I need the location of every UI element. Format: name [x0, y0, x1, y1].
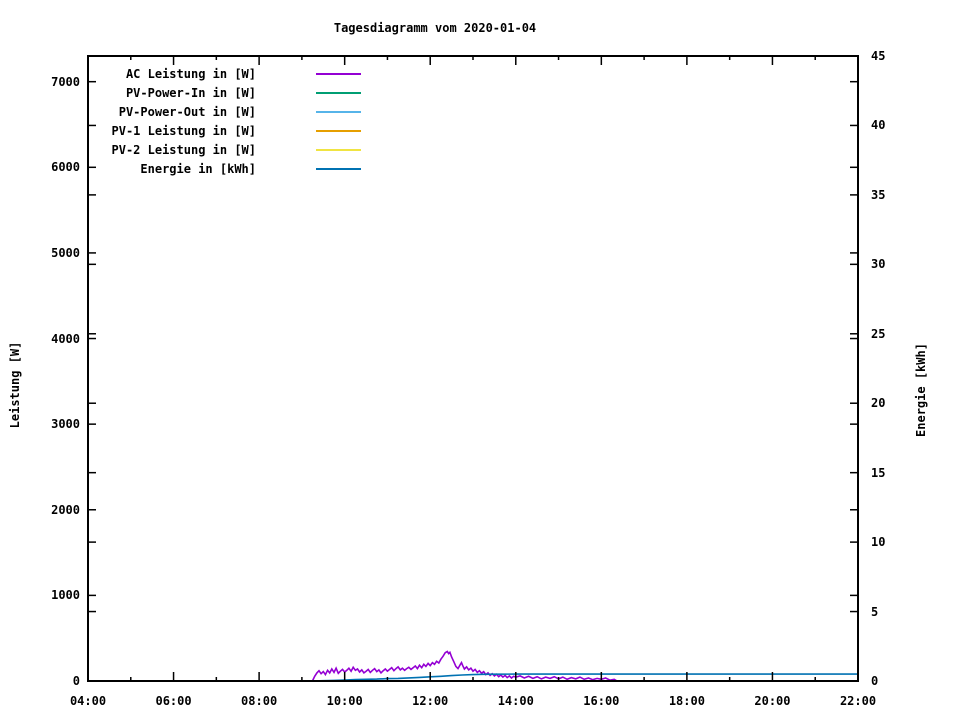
y-right-tick-label: 30 — [871, 257, 886, 272]
y-right-tick-label: 15 — [871, 465, 886, 480]
legend-label: PV-Power-Out in [W] — [118, 105, 256, 119]
x-tick-label: 10:00 — [326, 694, 363, 708]
x-tick-label: 08:00 — [241, 694, 278, 708]
x-tick-label: 16:00 — [583, 694, 620, 708]
y-left-tick-label: 7000 — [51, 74, 80, 89]
y-right-tick-label: 20 — [871, 396, 886, 411]
x-tick-label: 14:00 — [497, 694, 534, 708]
legend-row: Energie in [kWh] — [0, 162, 960, 183]
y-right-tick-label: 5 — [871, 604, 879, 619]
y-right-tick-label: 45 — [871, 49, 886, 63]
y-left-tick-label: 6000 — [51, 160, 80, 175]
y-right-tick-label: 0 — [871, 674, 879, 688]
legend-row: PV-1 Leistung in [W] — [0, 124, 960, 145]
y-right-tick-label: 35 — [871, 187, 886, 202]
y-left-tick-label: 5000 — [51, 245, 80, 260]
y-left-tick-label: 4000 — [51, 331, 80, 346]
legend-line-swatch — [316, 111, 361, 113]
y-left-tick-label: 2000 — [51, 502, 80, 517]
y-left-tick-label: 1000 — [51, 588, 80, 603]
legend-line-swatch — [316, 149, 361, 151]
x-tick-label: 20:00 — [754, 694, 791, 708]
legend-line-swatch — [316, 168, 361, 170]
legend-label: PV-1 Leistung in [W] — [111, 124, 257, 138]
legend-row: PV-Power-In in [W] — [0, 86, 960, 107]
legend-label: PV-Power-In in [W] — [125, 86, 256, 100]
y-left-tick-label: 3000 — [51, 417, 80, 432]
y-right-tick-label: 40 — [871, 118, 886, 133]
x-tick-label: 06:00 — [155, 694, 192, 708]
series-line — [311, 650, 617, 682]
legend-row: AC Leistung in [W] — [0, 67, 960, 88]
x-tick-label: 18:00 — [668, 694, 705, 708]
legend-line-swatch — [316, 130, 361, 132]
legend-row: PV-Power-Out in [W] — [0, 105, 960, 126]
legend-label: Energie in [kWh] — [140, 162, 256, 176]
y-left-tick-label: 0 — [72, 674, 80, 688]
x-tick-label: 04:00 — [69, 694, 107, 708]
legend-line-swatch — [316, 73, 361, 75]
y-axis-label-left: Leistung [W] — [8, 341, 22, 429]
chart-title: Tagesdiagramm vom 2020-01-04 — [333, 21, 537, 35]
series-line — [312, 673, 858, 682]
legend-label: AC Leistung in [W] — [125, 67, 256, 81]
y-right-tick-label: 25 — [871, 326, 886, 341]
y-right-tick-label: 10 — [871, 535, 886, 550]
legend-row: PV-2 Leistung in [W] — [0, 143, 960, 164]
x-tick-label: 12:00 — [412, 694, 449, 708]
legend-label: PV-2 Leistung in [W] — [111, 143, 257, 157]
x-tick-label: 22:00 — [839, 694, 877, 708]
y-axis-label-right: Energie [kWh] — [914, 343, 928, 437]
legend-line-swatch — [316, 92, 361, 94]
